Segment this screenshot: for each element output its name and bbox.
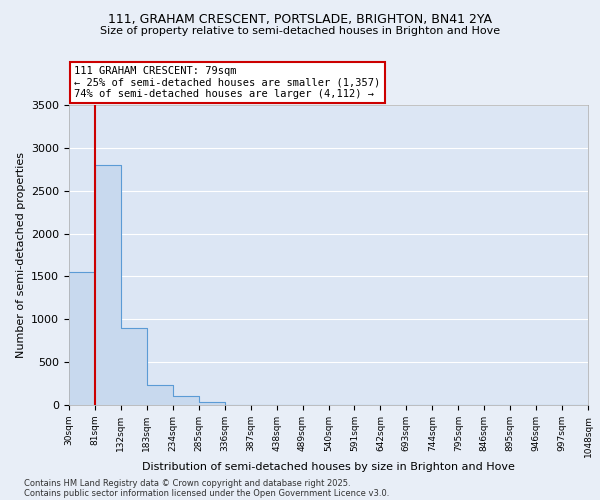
- Y-axis label: Number of semi-detached properties: Number of semi-detached properties: [16, 152, 26, 358]
- Text: Contains HM Land Registry data © Crown copyright and database right 2025.: Contains HM Land Registry data © Crown c…: [24, 478, 350, 488]
- X-axis label: Distribution of semi-detached houses by size in Brighton and Hove: Distribution of semi-detached houses by …: [142, 462, 515, 472]
- Text: 111 GRAHAM CRESCENT: 79sqm
← 25% of semi-detached houses are smaller (1,357)
74%: 111 GRAHAM CRESCENT: 79sqm ← 25% of semi…: [74, 66, 380, 99]
- Text: 111, GRAHAM CRESCENT, PORTSLADE, BRIGHTON, BN41 2YA: 111, GRAHAM CRESCENT, PORTSLADE, BRIGHTO…: [108, 12, 492, 26]
- Text: Contains public sector information licensed under the Open Government Licence v3: Contains public sector information licen…: [24, 488, 389, 498]
- Text: Size of property relative to semi-detached houses in Brighton and Hove: Size of property relative to semi-detach…: [100, 26, 500, 36]
